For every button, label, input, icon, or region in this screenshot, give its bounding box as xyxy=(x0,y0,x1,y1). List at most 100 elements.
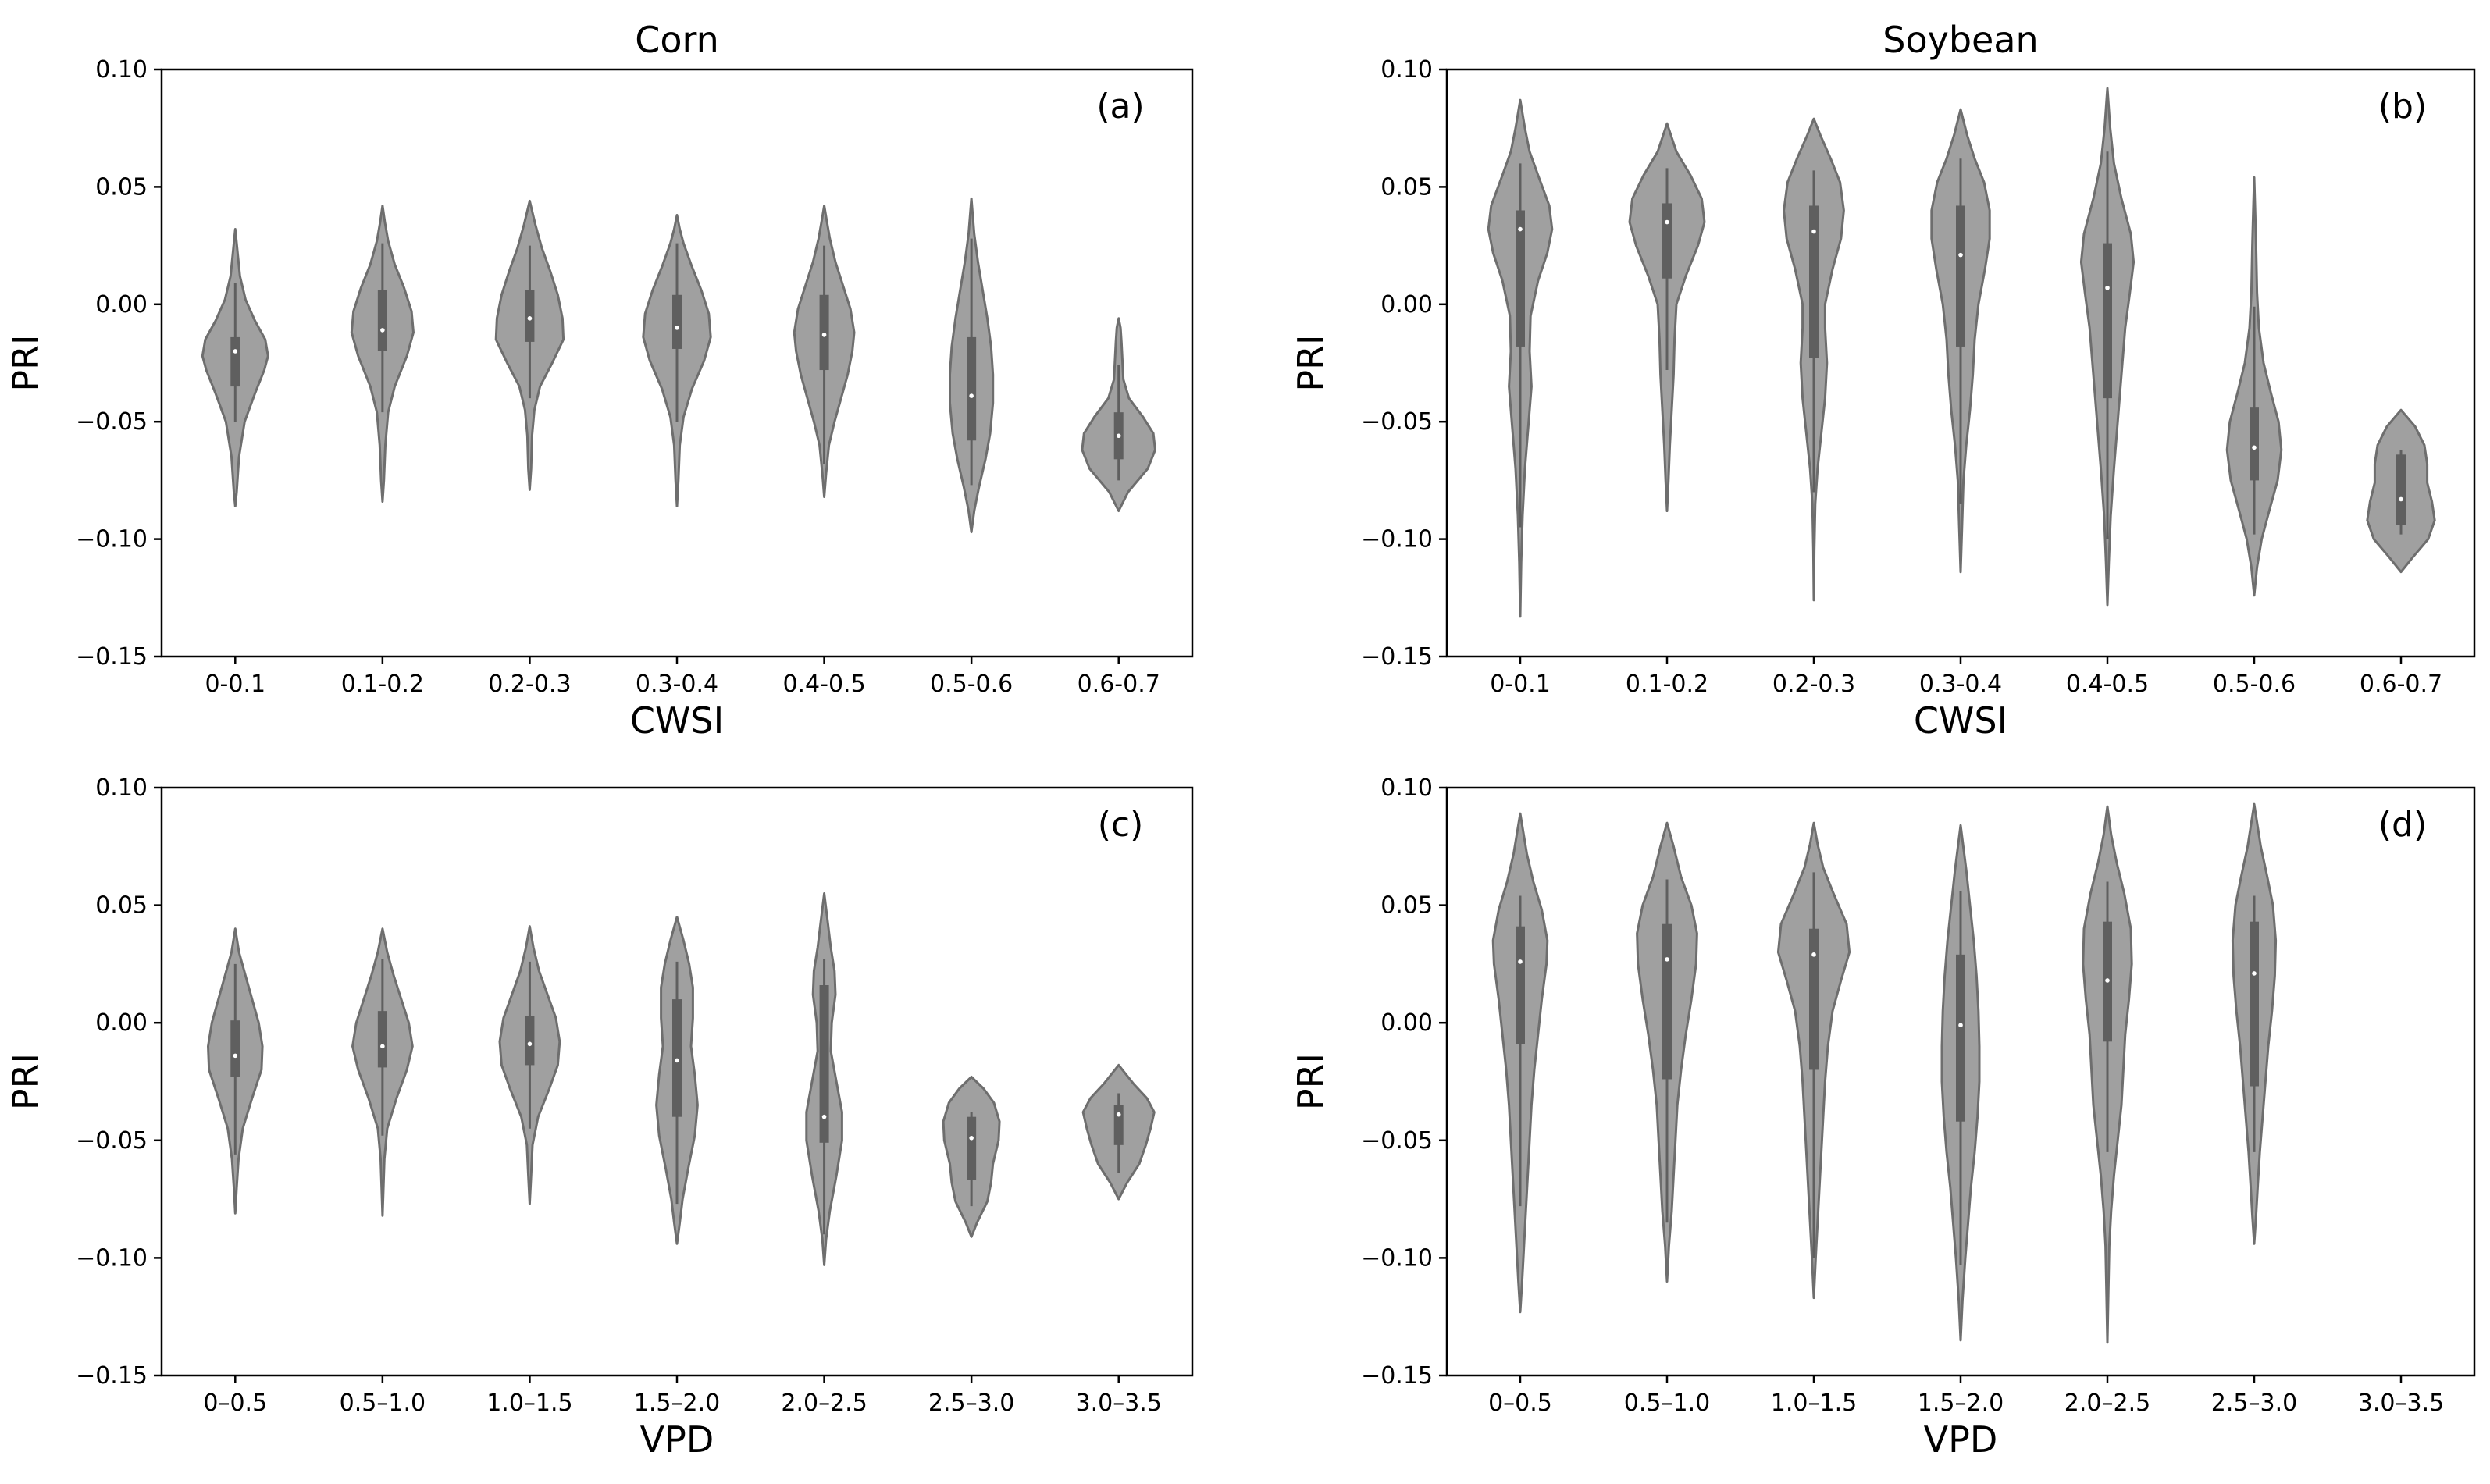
violin-3 xyxy=(1783,117,1845,602)
violin-4 xyxy=(642,214,712,507)
panel-label: (c) xyxy=(1098,805,1144,845)
violin-5 xyxy=(2079,87,2136,607)
violin-2 xyxy=(350,205,415,503)
violin-iqr-box xyxy=(2250,407,2259,481)
x-tick-label: 0.1-0.2 xyxy=(341,671,424,698)
y-tick-label: −0.05 xyxy=(76,408,148,436)
violin-iqr-box xyxy=(525,1016,535,1066)
x-tick-label: 0.1-0.2 xyxy=(1626,671,1708,698)
y-tick-label: −0.10 xyxy=(1361,526,1433,553)
violin-7 xyxy=(2366,408,2436,574)
panel-a: −0.15 −0.10 −0.05 0.00 0.05 0.10 0-0.1 0.1-0.2 0… xyxy=(5,19,1194,742)
violin-iqr-box xyxy=(2103,243,2112,399)
violin-median xyxy=(2105,285,2110,290)
violin-iqr-box xyxy=(967,1116,977,1181)
violin-iqr-box xyxy=(230,1020,240,1077)
violin-iqr-box xyxy=(377,290,387,351)
violin-iqr-box xyxy=(230,336,240,387)
panel-title: Corn xyxy=(635,19,719,61)
violin-median xyxy=(675,326,679,330)
violin-iqr-box xyxy=(2250,921,2259,1087)
y-tick-label: −0.10 xyxy=(76,526,148,553)
violin-4 xyxy=(655,916,699,1245)
x-tick-label: 0.6-0.7 xyxy=(2360,671,2442,698)
x-tick-label: 0.3-0.4 xyxy=(636,671,718,698)
violin-5 xyxy=(2082,805,2133,1344)
y-tick-label: 0.00 xyxy=(95,291,148,319)
violin-iqr-box xyxy=(1809,928,1819,1070)
violin-median xyxy=(380,1044,385,1049)
x-tick-label: 2.0–2.5 xyxy=(781,1390,867,1417)
y-axis-label: PRI xyxy=(5,334,47,391)
y-tick-label: 0.00 xyxy=(1380,291,1433,319)
violin-iqr-box xyxy=(672,294,682,349)
violin-6 xyxy=(2231,802,2278,1245)
y-tick-label: −0.15 xyxy=(1361,1362,1433,1390)
x-tick-label: 3.0–3.5 xyxy=(2358,1390,2444,1417)
x-tick-label: 0.5–1.0 xyxy=(340,1390,426,1417)
violin-2 xyxy=(1628,122,1706,512)
violin-iqr-box xyxy=(1662,203,1672,279)
y-axis-label: PRI xyxy=(1290,1053,1332,1110)
panel-title: Soybean xyxy=(1883,19,2038,61)
x-tick-label: 2.5–3.0 xyxy=(928,1390,1014,1417)
x-tick-label: 1.0–1.5 xyxy=(1771,1390,1857,1417)
violin-median xyxy=(233,1053,238,1059)
x-tick-label: 0.5–1.0 xyxy=(1624,1390,1710,1417)
panel-label: (a) xyxy=(1096,87,1144,126)
y-tick-label: −0.15 xyxy=(76,1362,148,1390)
violin-5 xyxy=(793,205,856,498)
violin-median xyxy=(1518,959,1523,964)
y-tick-label: 0.05 xyxy=(95,892,148,920)
violin-iqr-box xyxy=(377,1011,387,1068)
x-tick-label: 0.5-0.6 xyxy=(2213,671,2296,698)
violin-iqr-box xyxy=(1113,1105,1124,1145)
violin-median xyxy=(1811,952,1816,957)
violin-iqr-box xyxy=(672,999,682,1117)
violin-median xyxy=(2399,496,2403,502)
violin-median xyxy=(2252,445,2257,450)
y-tick-label: 0.00 xyxy=(95,1009,148,1037)
y-tick-label: 0.00 xyxy=(1380,1009,1433,1037)
violin-median xyxy=(1518,226,1523,232)
panel-b: −0.15 −0.10 −0.05 0.00 0.05 0.10 0-0.1 0.1-0.2 0… xyxy=(1290,19,2476,742)
violin-1 xyxy=(1491,812,1549,1314)
x-tick-label: 0.2-0.3 xyxy=(1772,671,1855,698)
y-tick-label: 0.10 xyxy=(1380,56,1433,84)
violin-1 xyxy=(1487,98,1554,618)
y-axis-label: PRI xyxy=(5,1053,47,1110)
x-tick-label: 1.5–2.0 xyxy=(634,1390,720,1417)
violin-1 xyxy=(201,228,269,507)
violin-median xyxy=(1958,1023,1963,1028)
violin-iqr-box xyxy=(1809,205,1819,358)
violin-iqr-box xyxy=(819,294,829,371)
violin-iqr-box xyxy=(1956,954,1965,1122)
violin-5 xyxy=(805,892,843,1266)
violin-3 xyxy=(494,199,565,491)
x-tick-label: 0.3-0.4 xyxy=(1919,671,2002,698)
violin-median xyxy=(527,1041,533,1047)
x-tick-label: 0–0.5 xyxy=(1488,1390,1552,1417)
x-tick-label: 0.4-0.5 xyxy=(2066,671,2149,698)
violin-iqr-box xyxy=(967,336,977,441)
violin-2 xyxy=(1636,821,1698,1283)
x-tick-label: 0.2-0.3 xyxy=(488,671,571,698)
y-tick-label: −0.10 xyxy=(76,1244,148,1272)
violin-median xyxy=(527,316,533,321)
violin-3 xyxy=(498,925,561,1205)
panel-label: (b) xyxy=(2378,87,2427,126)
violin-median xyxy=(821,333,827,337)
y-tick-label: 0.05 xyxy=(95,173,148,201)
violin-median xyxy=(380,328,385,333)
y-tick-label: −0.05 xyxy=(1361,408,1433,436)
panel-label: (d) xyxy=(2378,805,2427,845)
violin-iqr-box xyxy=(1516,926,1525,1044)
violin-median xyxy=(969,393,974,398)
x-tick-label: 0.5-0.6 xyxy=(930,671,1013,698)
violin-iqr-box xyxy=(1516,210,1525,347)
violin-4 xyxy=(1930,108,1991,574)
y-tick-label: 0.05 xyxy=(1380,892,1433,920)
y-tick-label: −0.10 xyxy=(1361,1244,1433,1272)
violin-6 xyxy=(942,1076,1001,1238)
